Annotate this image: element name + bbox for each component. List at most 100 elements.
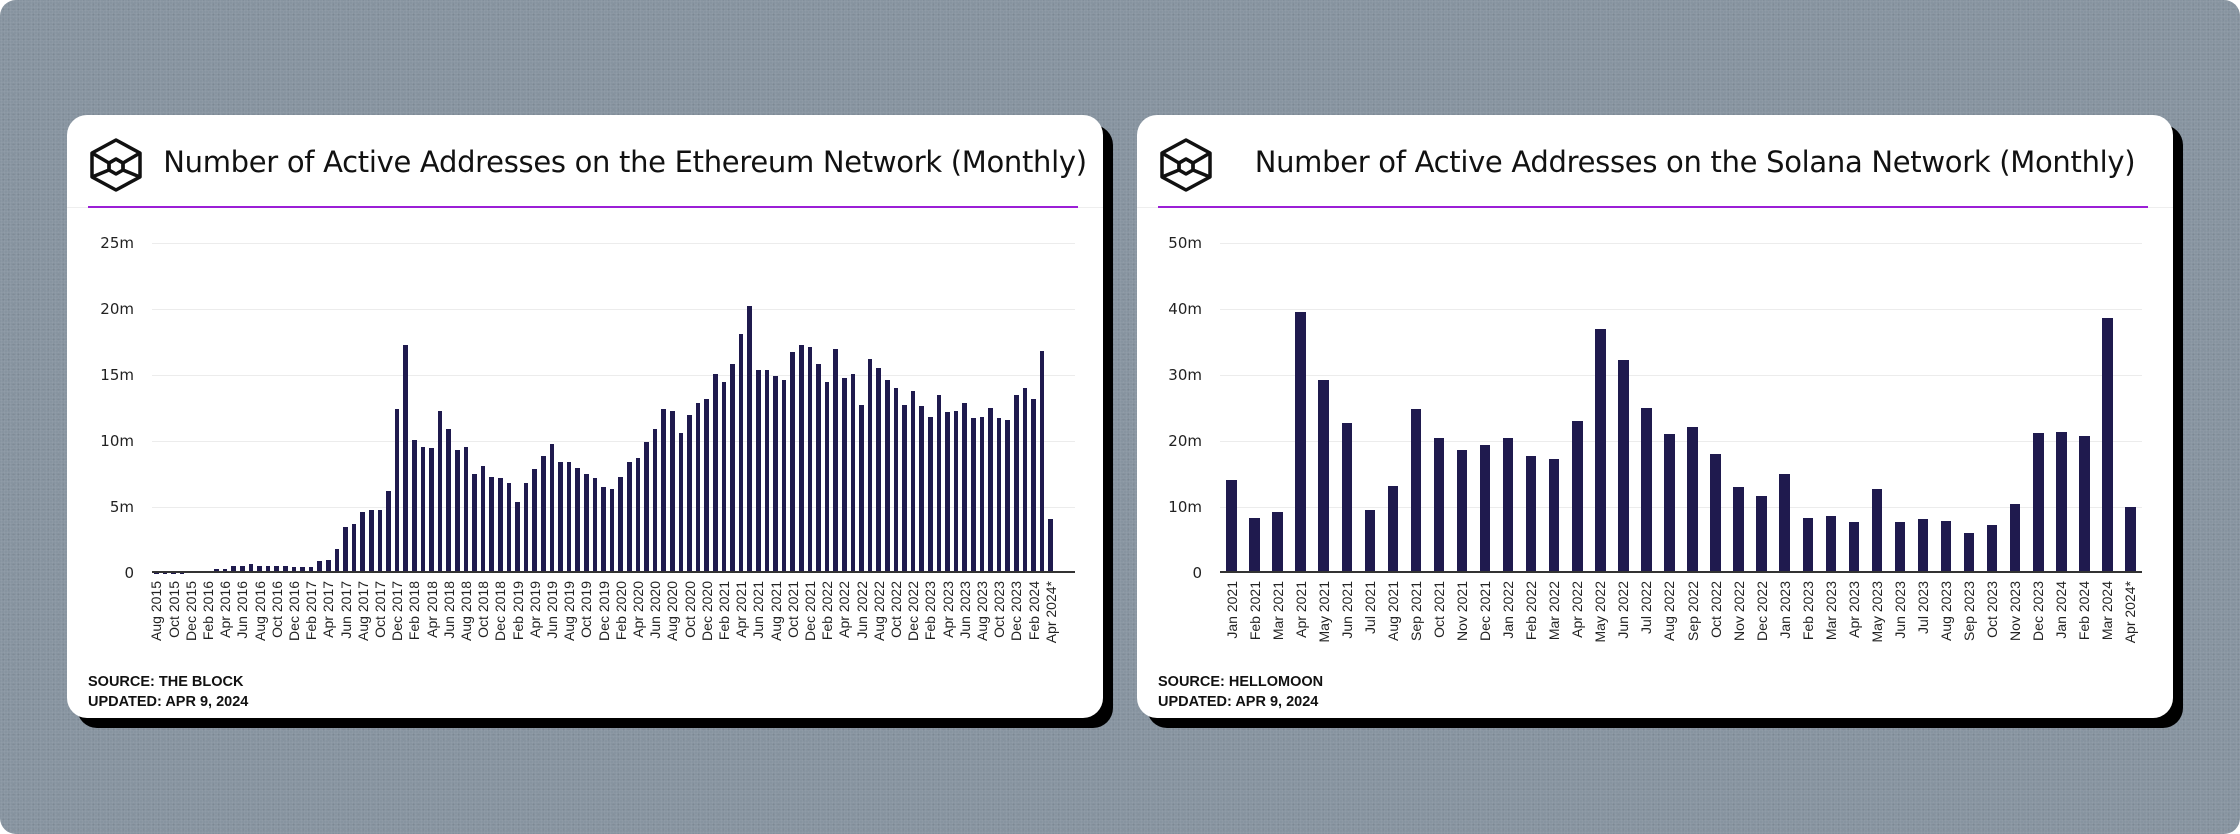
x-tick-label: Dec 2023 xyxy=(1008,581,1025,641)
bar xyxy=(652,429,658,573)
bar xyxy=(635,457,641,573)
bar xyxy=(756,369,761,573)
bar xyxy=(386,490,391,573)
bar xyxy=(1318,380,1329,573)
the-block-logo-icon xyxy=(90,138,142,192)
bar xyxy=(678,433,684,573)
bar xyxy=(463,446,469,573)
bar xyxy=(1525,455,1537,573)
bar xyxy=(1871,488,1883,573)
x-tick-label: Oct 2021 xyxy=(784,581,801,638)
bar xyxy=(1364,510,1376,573)
bar xyxy=(403,344,408,573)
bar xyxy=(876,368,881,573)
bar xyxy=(833,348,838,573)
y-tick-label: 25m xyxy=(100,234,134,252)
bar xyxy=(274,565,279,573)
y-tick-label: 30m xyxy=(1168,366,1202,384)
bar xyxy=(979,416,985,573)
x-tick-label: Feb 2023 xyxy=(1799,581,1816,641)
gridline xyxy=(152,441,1075,442)
bar xyxy=(541,455,546,573)
bar xyxy=(549,443,555,573)
bar xyxy=(695,402,701,573)
bar xyxy=(2125,507,2136,573)
bar xyxy=(1039,350,1045,573)
gridline xyxy=(152,375,1075,376)
x-tick-label: Oct 2023 xyxy=(991,581,1008,638)
x-tick-label: Jul 2022 xyxy=(1638,581,1655,634)
bar xyxy=(558,462,563,573)
bar xyxy=(687,414,692,573)
y-tick-label: 5m xyxy=(109,498,134,516)
x-tick-label: Oct 2018 xyxy=(475,581,492,638)
bar xyxy=(1664,434,1675,573)
bar xyxy=(618,476,623,573)
y-tick-label: 20m xyxy=(1168,432,1202,450)
x-tick-label: Oct 2020 xyxy=(681,581,698,638)
bar xyxy=(850,373,856,573)
ethereum-plot-area: 0 5m 10m 15m 20m 25m Aug 2015 Oct 2015 Dec 2015 F… xyxy=(100,234,1075,643)
bar xyxy=(2102,318,2113,573)
accent-divider xyxy=(1158,206,2148,208)
bar xyxy=(369,510,374,573)
bar xyxy=(351,523,357,573)
source-note: SOURCE: HELLOMOON UPDATED: APR 9, 2024 xyxy=(1158,672,1323,712)
bar xyxy=(1387,485,1399,573)
x-tick-label: Jan 2023 xyxy=(1776,581,1793,639)
bar xyxy=(824,381,830,573)
gridline xyxy=(152,243,1075,244)
x-tick-label: Feb 2017 xyxy=(303,581,320,641)
x-tick-label: Mar 2021 xyxy=(1269,581,1286,641)
y-tick-label: 10m xyxy=(1168,498,1202,516)
bar xyxy=(790,351,795,573)
bar xyxy=(953,410,959,573)
bar xyxy=(1779,474,1790,573)
bar xyxy=(377,510,383,573)
bar xyxy=(644,442,649,573)
bar xyxy=(1031,398,1036,573)
x-tick-label: May 2022 xyxy=(1592,581,1609,643)
x-tick-label: Apr 2021 xyxy=(733,581,750,638)
y-tick-label: 0 xyxy=(1192,564,1202,582)
bar xyxy=(893,388,899,573)
x-tick-label: Mar 2024 xyxy=(2099,581,2116,641)
bar xyxy=(455,449,460,573)
bar xyxy=(1848,522,1860,573)
x-tick-label: Oct 2015 xyxy=(165,581,182,638)
x-tick-label: Aug 2022 xyxy=(1661,581,1678,641)
bar xyxy=(2009,504,2021,573)
x-tick-label: Jun 2016 xyxy=(234,581,251,639)
y-tick-label: 20m xyxy=(100,300,134,318)
bar xyxy=(670,410,675,573)
x-tick-label: Jun 2020 xyxy=(647,581,664,639)
x-tick-label: Jul 2021 xyxy=(1361,581,1378,634)
bar xyxy=(394,409,400,573)
x-tick-label: Mar 2022 xyxy=(1546,581,1563,641)
x-tick-label: Feb 2020 xyxy=(612,581,629,641)
x-tick-label: Jun 2023 xyxy=(956,581,973,639)
bar xyxy=(489,476,494,573)
gridline xyxy=(1220,309,2142,310)
bar xyxy=(472,474,477,573)
bar xyxy=(515,502,520,573)
bar xyxy=(498,477,503,573)
bar xyxy=(334,549,340,573)
x-tick-label: Feb 2021 xyxy=(715,581,732,641)
bar xyxy=(919,406,924,573)
bar xyxy=(2079,436,2090,573)
bar xyxy=(1479,445,1491,573)
bar xyxy=(747,306,752,573)
x-tick-label: May 2023 xyxy=(1868,581,1885,643)
bar xyxy=(1548,458,1560,573)
x-tick-label: Apr 2017 xyxy=(320,581,337,638)
gridline xyxy=(1220,441,2142,442)
bar xyxy=(1986,525,1998,573)
bar xyxy=(317,561,322,573)
bar xyxy=(1410,409,1422,573)
bar xyxy=(945,411,950,573)
x-tick-label: Apr 2022 xyxy=(836,581,853,638)
x-tick-label: Sep 2022 xyxy=(1684,581,1701,641)
updated-label: UPDATED: APR 9, 2024 xyxy=(1158,694,1319,710)
bar xyxy=(738,334,744,573)
